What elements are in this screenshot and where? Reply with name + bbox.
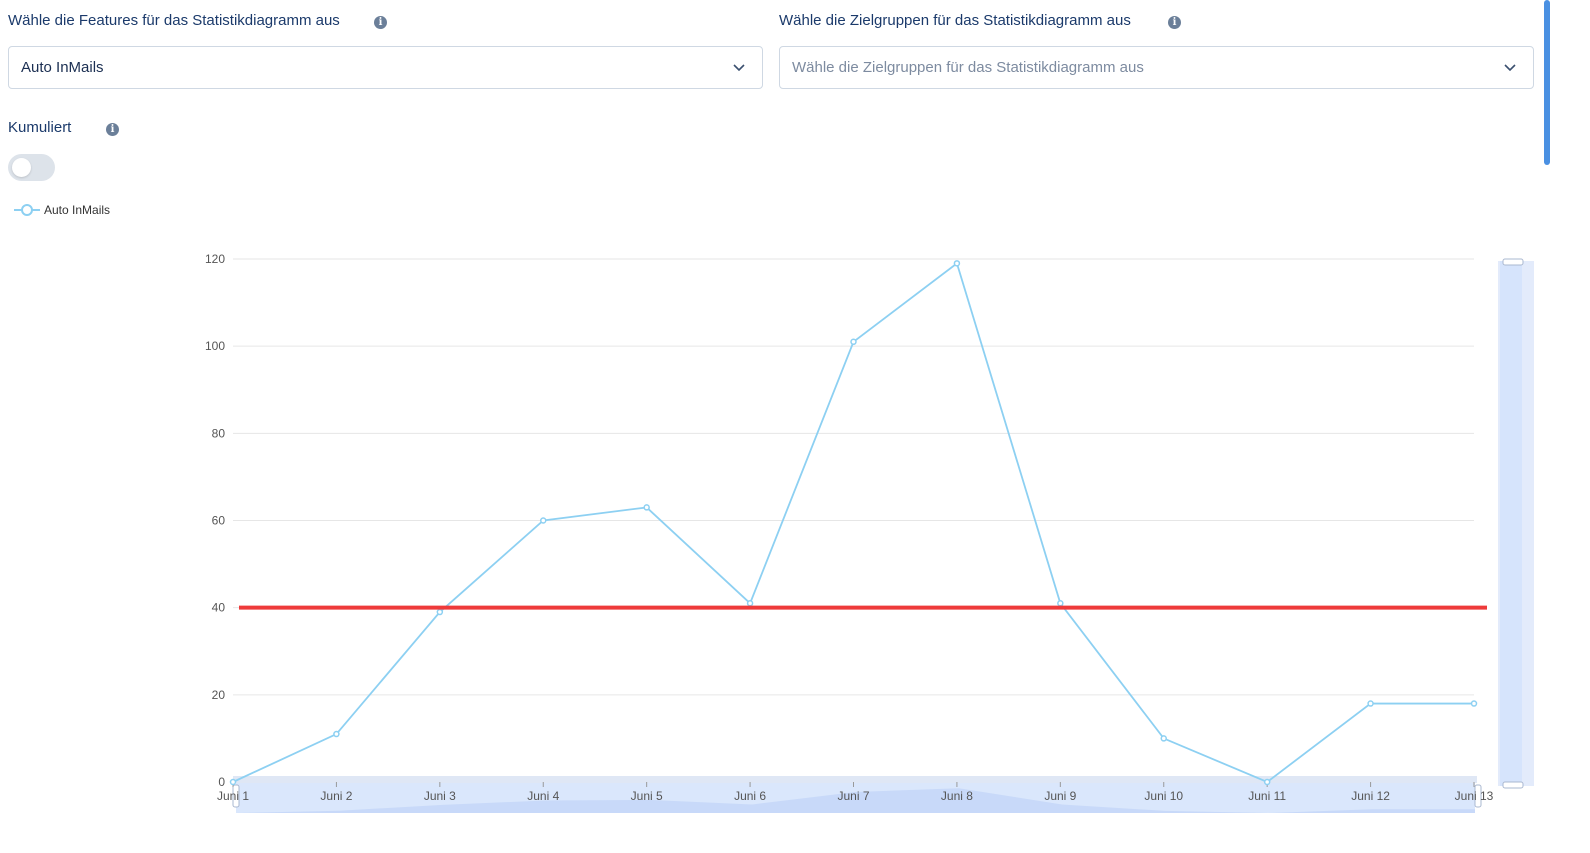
y-zoom-handle-bottom	[1502, 781, 1524, 789]
legend-label: Auto InMails	[44, 203, 111, 217]
data-point	[436, 608, 444, 616]
features-select-value: Auto InMails	[21, 59, 104, 76]
data-point	[850, 338, 857, 346]
info-icon[interactable]: i	[106, 123, 119, 136]
x-tick-label: Juni 6	[734, 789, 766, 803]
x-zoom-preview	[236, 788, 1475, 813]
info-icon[interactable]: i	[1168, 16, 1181, 29]
data-point	[1160, 735, 1167, 742]
features-select[interactable]: Auto InMails	[8, 46, 763, 89]
x-tick-label: Juni 11	[1248, 789, 1286, 803]
x-tick-label: Juni 4	[527, 789, 559, 803]
info-icon[interactable]: i	[374, 16, 387, 29]
data-point	[1367, 700, 1374, 707]
audiences-label-text: Wähle die Zielgruppen für das Statistikd…	[779, 12, 1131, 29]
features-label: Wähle die Features für das Statistikdiag…	[8, 12, 340, 29]
data-point	[1470, 700, 1478, 707]
audiences-label: Wähle die Zielgruppen für das Statistikd…	[779, 12, 1131, 29]
y-tick-label: 80	[212, 426, 226, 440]
audiences-select-placeholder: Wähle die Zielgruppen für das Statistikd…	[792, 59, 1144, 76]
y-tick-label: 20	[212, 688, 226, 702]
data-point	[540, 517, 547, 524]
y-tick-label: 40	[212, 601, 226, 615]
x-zoom-handle-left	[232, 784, 240, 808]
y-zoom-handle-top	[1502, 258, 1524, 266]
data-point	[643, 504, 650, 511]
y-tick-label: 100	[205, 339, 225, 353]
x-tick-label: Juni 10	[1144, 789, 1183, 803]
toggle-knob	[12, 158, 31, 177]
x-tick-label: Juni 2	[320, 789, 352, 803]
y-zoom-fill	[1500, 261, 1522, 786]
data-point	[746, 600, 754, 607]
x-tick-label: Juni 1	[217, 789, 249, 803]
data-point	[953, 260, 961, 267]
x-tick-label: Juni 3	[424, 789, 456, 803]
x-tick-label: Juni 8	[941, 789, 973, 803]
features-label-text: Wähle die Features für das Statistikdiag…	[8, 12, 340, 29]
y-tick-label: 0	[218, 775, 225, 789]
chart-legend[interactable]: Auto InMails	[14, 203, 110, 217]
x-tick-label: Juni 12	[1351, 789, 1390, 803]
x-zoom-handle-right	[1474, 784, 1482, 808]
x-tick-label: Juni 7	[837, 789, 869, 803]
x-tick-label: Juni 9	[1044, 789, 1076, 803]
data-point	[333, 730, 340, 738]
data-point	[229, 778, 237, 786]
data-point	[1057, 600, 1064, 607]
cumulative-label-text: Kumuliert	[8, 119, 72, 136]
x-tick-label: Juni 13	[1455, 789, 1494, 803]
chevron-down-icon	[733, 64, 745, 72]
chevron-down-icon	[1504, 64, 1516, 72]
cumulative-label: Kumuliert	[8, 119, 71, 136]
cumulative-toggle[interactable]	[8, 154, 55, 181]
audiences-select[interactable]: Wähle die Zielgruppen für das Statistikd…	[779, 46, 1534, 89]
x-zoom-top-bar	[233, 776, 1477, 783]
y-tick-label: 120	[205, 252, 225, 266]
page-scrollbar[interactable]	[1544, 0, 1550, 165]
y-tick-label: 60	[212, 514, 226, 528]
legend-line-marker-icon	[14, 204, 40, 216]
data-point	[1263, 778, 1271, 786]
x-tick-label: Juni 5	[631, 789, 663, 803]
